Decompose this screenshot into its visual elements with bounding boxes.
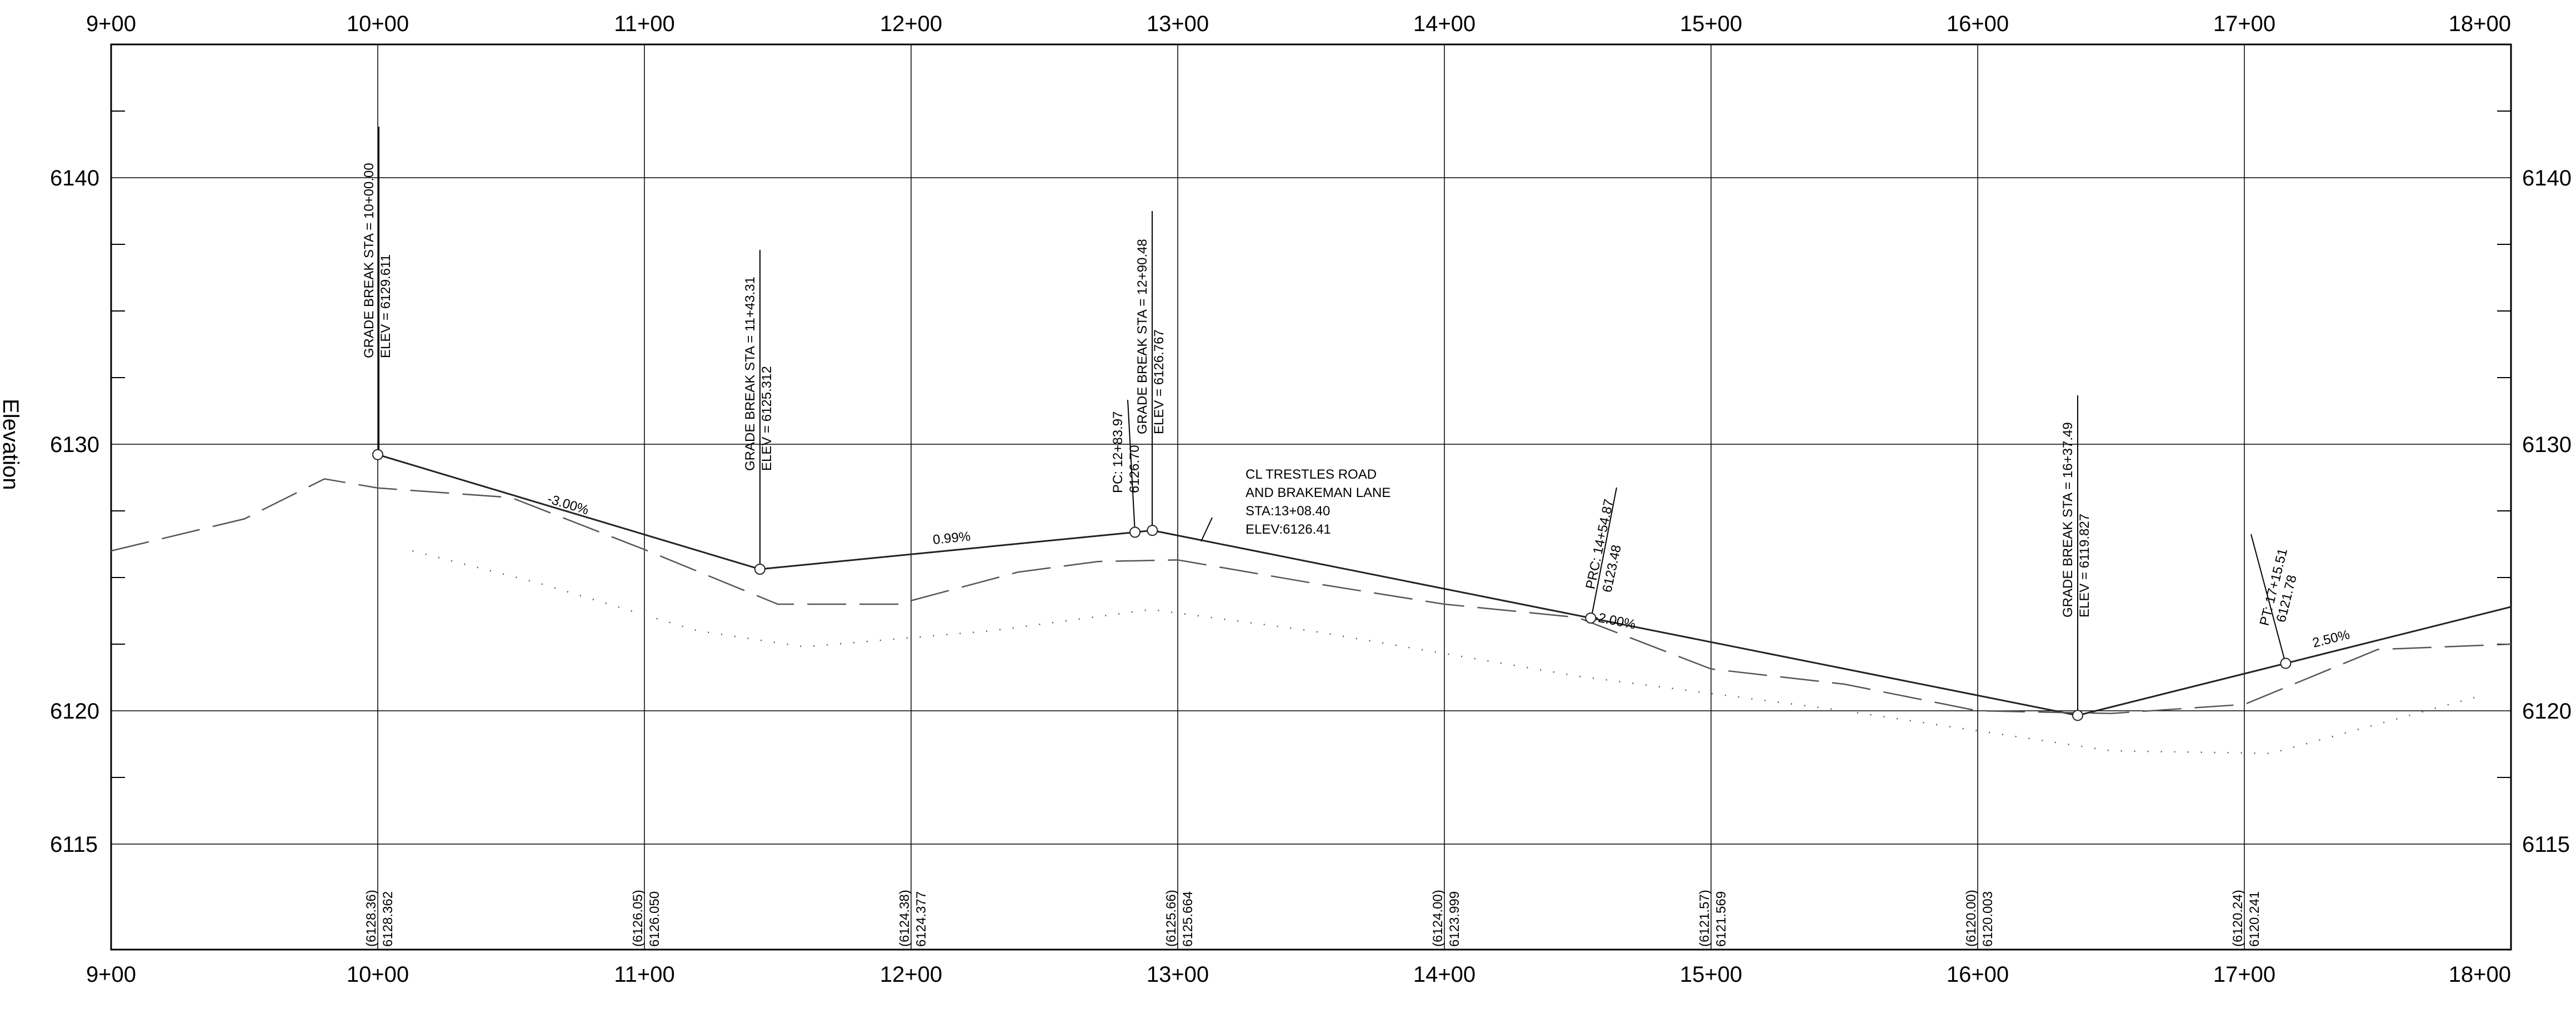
profile-node bbox=[2072, 710, 2083, 721]
station-existing-elev: (6128.36) bbox=[364, 890, 379, 947]
station-label-bottom: 18+00 bbox=[2449, 962, 2511, 987]
station-label-top: 13+00 bbox=[1147, 12, 1209, 36]
station-labels-bottom: 9+00 10+00 11+00 12+00 13+00 14+00 15+00… bbox=[86, 962, 2511, 987]
station-existing-elev: (6121.57) bbox=[1697, 890, 1712, 947]
gb1-label-elev: ELEV = 6129.611 bbox=[378, 254, 393, 358]
grade-label: -3.00% bbox=[546, 491, 591, 518]
elev-label-right: 6115 bbox=[2522, 832, 2570, 857]
gb3-label-sta: GRADE BREAK STA = 12+90.48 bbox=[1135, 239, 1150, 434]
elev-label-left: 6120 bbox=[50, 699, 99, 724]
station-label-bottom: 14+00 bbox=[1413, 962, 1475, 987]
cl-label-line3: STA:13+08.40 bbox=[1246, 504, 1330, 519]
plot-frame bbox=[110, 43, 2512, 951]
station-label-bottom: 16+00 bbox=[1947, 962, 2009, 987]
station-label-bottom: 9+00 bbox=[86, 962, 136, 987]
grade-label: 2.50% bbox=[2311, 627, 2352, 651]
station-existing-elev: (6125.66) bbox=[1164, 890, 1179, 947]
station-label-bottom: 13+00 bbox=[1147, 962, 1209, 987]
profile-node bbox=[1129, 526, 1141, 538]
grade-break-annotations: GRADE BREAK STA = 10+00.00 ELEV = 6129.6… bbox=[362, 127, 2300, 715]
profile-line-existing bbox=[111, 478, 2512, 715]
station-existing-elev: (6120.24) bbox=[2230, 890, 2245, 947]
profile-line-proposed bbox=[377, 454, 2512, 716]
cl-label-line4: ELEV:6126.41 bbox=[1246, 522, 1331, 537]
station-proposed-elev: 6123.999 bbox=[1447, 891, 1462, 947]
vertical-grid bbox=[377, 44, 2245, 950]
side-ticks bbox=[111, 111, 2511, 778]
station-proposed-elev: 6128.362 bbox=[381, 891, 396, 947]
profile-node bbox=[1147, 525, 1158, 536]
station-label-top: 10+00 bbox=[347, 12, 409, 36]
station-proposed-elev: 6121.569 bbox=[1714, 891, 1729, 947]
station-label-top: 15+00 bbox=[1680, 12, 1742, 36]
profile-node bbox=[754, 564, 766, 575]
station-label-bottom: 10+00 bbox=[347, 962, 409, 987]
elev-label-right: 6130 bbox=[2522, 433, 2572, 457]
station-label-bottom: 17+00 bbox=[2213, 962, 2275, 987]
station-proposed-elev: 6120.003 bbox=[1980, 891, 1995, 947]
station-label-bottom: 11+00 bbox=[614, 962, 674, 987]
cl-label-line2: AND BRAKEMAN LANE bbox=[1246, 485, 1390, 500]
station-existing-elev: (6124.38) bbox=[897, 890, 912, 947]
station-label-bottom: 12+00 bbox=[880, 962, 942, 987]
profile-lines bbox=[111, 454, 2512, 755]
elevation-labels-right: 6140 6130 6120 6115 bbox=[2522, 166, 2572, 857]
elev-label-right: 6140 bbox=[2522, 166, 2572, 190]
station-labels-top: 9+00 10+00 11+00 12+00 13+00 14+00 15+00… bbox=[86, 12, 2511, 36]
station-existing-elev: (6124.00) bbox=[1430, 890, 1445, 947]
horizontal-grid bbox=[111, 177, 2511, 845]
elev-label-left: 6115 bbox=[50, 832, 98, 857]
station-label-top: 14+00 bbox=[1413, 12, 1475, 36]
station-label-top: 11+00 bbox=[614, 12, 674, 36]
gb1-label-sta: GRADE BREAK STA = 10+00.00 bbox=[362, 163, 377, 358]
station-existing-elev: (6126.05) bbox=[631, 890, 646, 947]
profile-node bbox=[1585, 612, 1597, 624]
grade-label: -2.00% bbox=[1593, 609, 1637, 632]
cl-label-line1: CL TRESTLES ROAD bbox=[1246, 467, 1377, 482]
prc-leader bbox=[1590, 487, 1617, 620]
cl-leader bbox=[1201, 517, 1213, 542]
station-label-top: 16+00 bbox=[1947, 12, 2009, 36]
station-label-top: 17+00 bbox=[2213, 12, 2275, 36]
y-axis-title: Elevation bbox=[0, 399, 23, 490]
station-existing-elev: (6120.00) bbox=[1964, 890, 1979, 947]
pc-leader bbox=[1127, 399, 1136, 533]
station-proposed-elev: 6124.377 bbox=[914, 891, 929, 947]
station-data-columns: (6128.36) 6128.362 (6126.05) 6126.050 (6… bbox=[364, 890, 2262, 947]
elev-label-left: 6130 bbox=[50, 433, 99, 457]
pc-label-sta: PC: 12+83.97 bbox=[1111, 411, 1126, 493]
gb3-label-elev: ELEV = 6126.767 bbox=[1152, 329, 1167, 434]
station-proposed-elev: 6120.241 bbox=[2247, 891, 2262, 947]
profile-nodes bbox=[372, 449, 2292, 721]
elevation-labels-left: 6140 6130 6120 6115 bbox=[50, 166, 99, 857]
elev-label-right: 6120 bbox=[2522, 699, 2572, 724]
profile-node bbox=[2280, 657, 2292, 669]
pt-leader bbox=[2250, 534, 2286, 664]
station-label-top: 9+00 bbox=[86, 12, 136, 36]
profile-node bbox=[372, 449, 383, 460]
station-label-top: 12+00 bbox=[880, 12, 942, 36]
gb4-label-sta: GRADE BREAK STA = 16+37.49 bbox=[2060, 422, 2075, 618]
station-label-bottom: 15+00 bbox=[1680, 962, 1742, 987]
pc-label-elev: 6126.70 bbox=[1127, 445, 1142, 493]
gb2-label-sta: GRADE BREAK STA = 11+43.31 bbox=[743, 277, 758, 471]
elev-label-left: 6140 bbox=[50, 166, 99, 190]
station-proposed-elev: 6125.664 bbox=[1181, 891, 1196, 947]
gb4-label-elev: ELEV = 6119.827 bbox=[2077, 514, 2092, 618]
station-label-top: 18+00 bbox=[2449, 12, 2511, 36]
station-proposed-elev: 6126.050 bbox=[647, 891, 662, 947]
grade-label: 0.99% bbox=[932, 529, 971, 548]
gb2-label-elev: ELEV = 6125.312 bbox=[759, 366, 774, 471]
